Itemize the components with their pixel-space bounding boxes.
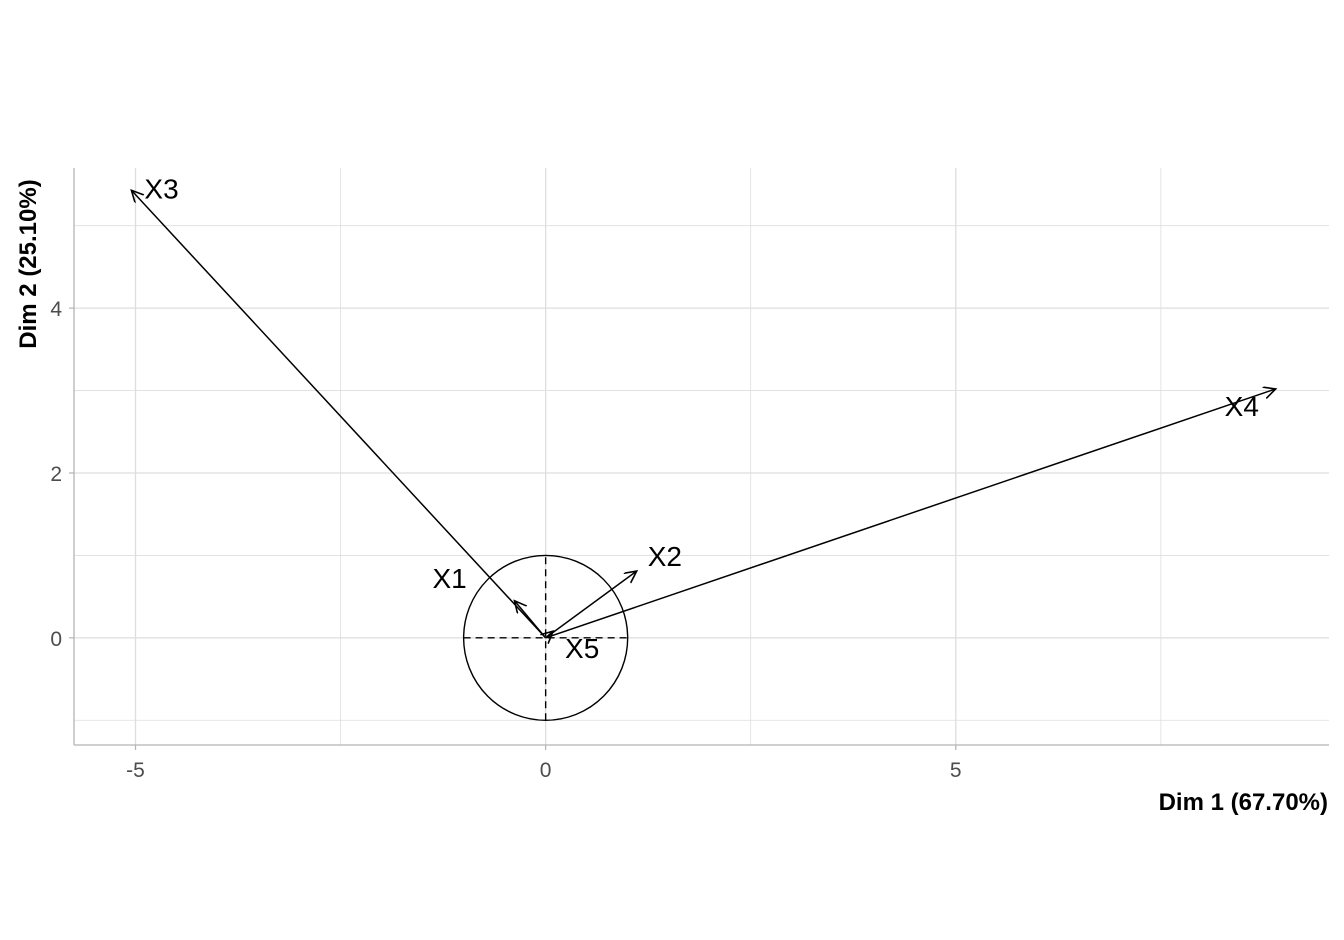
grid-lines — [74, 168, 1329, 745]
unit-circle-group — [462, 554, 629, 721]
x-axis-title: Dim 1 (67.70%) — [1159, 789, 1328, 816]
y-axis-title: Dim 2 (25.10%) — [15, 179, 42, 348]
label-x2: X2 — [648, 541, 682, 572]
variable-arrows — [131, 190, 1275, 638]
label-x5: X5 — [565, 633, 599, 664]
y-tick-label: 0 — [50, 628, 62, 651]
label-x3: X3 — [144, 173, 178, 204]
arrow-x5 — [546, 631, 553, 638]
arrow-x4 — [545, 389, 1276, 639]
variable-labels: X1 X2 X3 X4 X5 — [144, 173, 1259, 664]
arrow-x2 — [545, 571, 637, 639]
label-x4: X4 — [1225, 391, 1259, 422]
axes: -5 0 5 0 2 4 — [50, 168, 1329, 782]
arrow-x3 — [131, 190, 547, 639]
label-x1: X1 — [432, 563, 466, 594]
y-tick-label: 4 — [50, 298, 62, 321]
x-tick-label: 0 — [540, 759, 552, 782]
x-tick-label: -5 — [126, 759, 145, 782]
y-tick-label: 2 — [50, 463, 62, 486]
x-tick-label: 5 — [950, 759, 962, 782]
